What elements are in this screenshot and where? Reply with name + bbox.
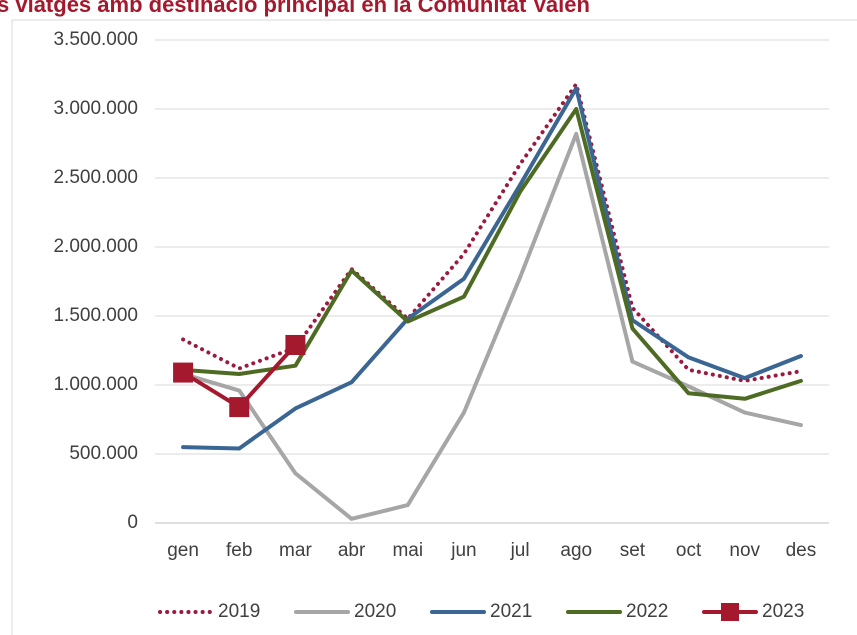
x-tick-label: jun [450, 540, 476, 561]
x-tick-label: nov [729, 540, 760, 561]
x-tick-label: feb [226, 540, 252, 561]
legend-marker [721, 603, 739, 621]
x-tick-label: gen [167, 540, 199, 561]
y-tick-label: 1.500.000 [53, 305, 138, 326]
chart-title: s viatges amb destinació principal en la… [0, 0, 590, 17]
legend-label: 2019 [218, 601, 260, 622]
y-tick-label: 1.000.000 [53, 374, 138, 395]
x-tick-label: mar [279, 540, 312, 561]
x-tick-label: oct [676, 540, 702, 561]
legend-label: 2021 [490, 601, 532, 622]
point-marker [173, 362, 194, 383]
chart-border [11, 19, 857, 635]
x-tick-label: mai [392, 540, 423, 561]
y-tick-label: 500.000 [69, 443, 138, 464]
legend-label: 2020 [354, 601, 396, 622]
x-tick-label: set [620, 540, 646, 561]
point-marker [229, 397, 250, 418]
x-tick-label: jul [510, 540, 530, 561]
x-tick-label: abr [338, 540, 366, 561]
point-marker [285, 334, 306, 355]
legend-label: 2022 [626, 601, 668, 622]
series-line [181, 107, 803, 401]
y-tick-label: 3.500.000 [53, 29, 138, 50]
y-tick-label: 2.500.000 [53, 167, 138, 188]
y-tick-label: 0 [127, 512, 138, 533]
y-tick-label: 2.000.000 [53, 236, 138, 257]
x-tick-label: ago [560, 540, 592, 561]
x-tick-label: des [786, 540, 817, 561]
legend-label: 2023 [762, 601, 804, 622]
series-line [181, 86, 803, 451]
y-tick-label: 3.000.000 [53, 98, 138, 119]
series-line [181, 131, 803, 521]
